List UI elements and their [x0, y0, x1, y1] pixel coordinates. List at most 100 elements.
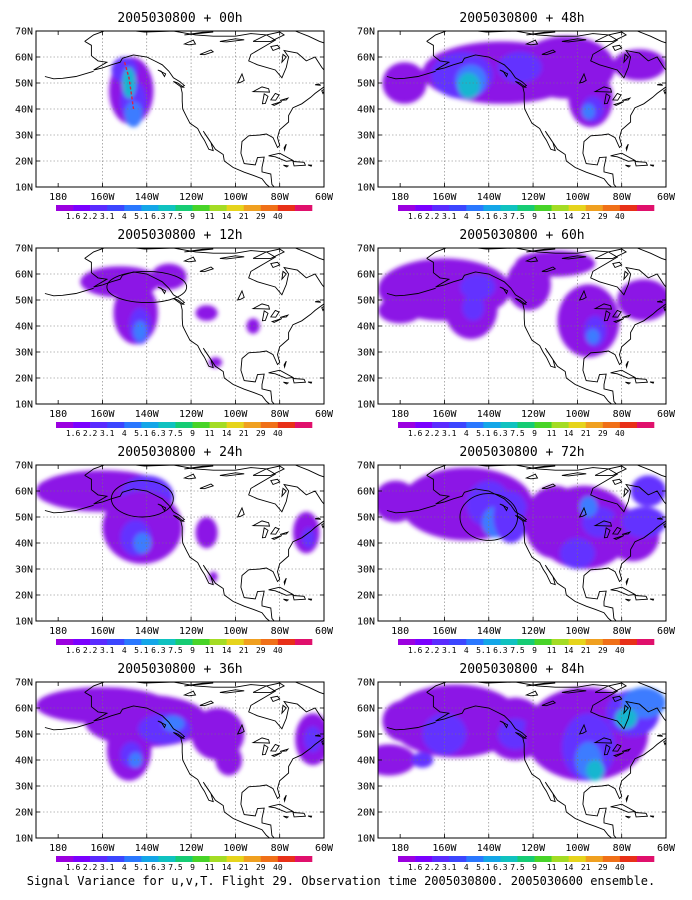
colorbar-label: 4: [464, 212, 469, 221]
island: [634, 161, 649, 167]
island: [499, 69, 509, 78]
island: [612, 44, 623, 52]
signal-blob: [411, 752, 434, 768]
colorbar-label: 40: [615, 646, 625, 655]
colorbar-swatch: [158, 205, 176, 211]
colorbar-label: 7.5: [168, 646, 183, 655]
island: [663, 88, 666, 95]
colorbar-label: 3.1: [442, 863, 457, 872]
colorbar-label: 29: [256, 212, 266, 221]
island: [184, 465, 214, 470]
signal-blob: [122, 67, 136, 99]
colorbar-swatch: [432, 422, 450, 428]
colorbar-swatch: [500, 856, 518, 862]
signal-blob: [422, 713, 467, 755]
island: [173, 297, 186, 305]
lon-tick-label: 180: [391, 626, 409, 637]
lon-tick-label: 60W: [657, 843, 676, 854]
lake: [603, 93, 611, 105]
island: [515, 731, 528, 739]
island: [625, 381, 632, 385]
greenland-coast: [637, 465, 666, 478]
coastline: [386, 682, 666, 838]
colorbar-label: 4: [464, 646, 469, 655]
lon-tick-label: 160W: [432, 192, 457, 203]
island: [281, 53, 287, 64]
signal-blob: [459, 274, 496, 300]
colorbar-label: 29: [256, 863, 266, 872]
island: [219, 472, 245, 477]
colorbar-swatch: [551, 639, 569, 645]
panel-title: 2005030800 + 00h: [117, 11, 242, 26]
lat-tick-label: 20N: [15, 374, 33, 385]
lat-tick-label: 10N: [357, 183, 375, 194]
colorbar-swatch: [107, 422, 125, 428]
signal-blob: [378, 297, 423, 324]
island: [321, 739, 324, 746]
colorbar-label: 5.1: [476, 429, 491, 438]
signal-blob: [195, 305, 218, 321]
colorbar-swatch: [619, 856, 638, 862]
lake: [612, 752, 625, 757]
colorbar-label: 2.2: [425, 863, 440, 872]
colorbar-swatch: [432, 205, 450, 211]
aleutians: [386, 721, 436, 731]
colorbar-swatch: [602, 856, 621, 862]
colorbar-swatch: [568, 205, 587, 211]
lake: [611, 92, 622, 101]
coastline: [44, 465, 324, 621]
colorbar-swatch: [90, 205, 108, 211]
lake: [269, 743, 280, 752]
colorbar-swatch: [90, 639, 108, 645]
colorbar-swatch: [73, 856, 91, 862]
lat-tick-label: 70N: [357, 461, 375, 472]
colorbar-swatch: [192, 205, 210, 211]
lon-tick-label: 120W: [179, 409, 204, 420]
colorbar-swatch: [209, 856, 227, 862]
coastline-west: [426, 475, 613, 621]
lon-tick-label: 100W: [223, 843, 248, 854]
colorbar-label: 2.2: [425, 429, 440, 438]
lat-tick-label: 70N: [357, 27, 375, 38]
lat-tick-label: 30N: [15, 131, 33, 142]
colorbar-label: 4: [122, 212, 127, 221]
island: [157, 69, 167, 78]
colorbar-swatch: [534, 639, 552, 645]
island: [268, 586, 295, 596]
lake: [261, 744, 269, 756]
map-panel: 2005030800 + 60h 10N 20N 30N 40N 50N 60N 70N 180…: [357, 228, 676, 438]
colorbar-label: 2.2: [425, 212, 440, 221]
island: [157, 503, 167, 512]
colorbar-label: 9: [532, 429, 537, 438]
lon-tick-label: 160W: [432, 843, 457, 854]
lake: [199, 483, 215, 490]
island: [623, 487, 629, 498]
signal-field: [36, 470, 320, 582]
signal-blob: [382, 700, 427, 742]
map-panel: 2005030800 + 72h 10N 20N 30N 40N 50N 60N 70N 180…: [357, 445, 676, 655]
lat-tick-label: 50N: [357, 730, 375, 741]
colorbar-label: 11: [547, 863, 557, 872]
lon-tick-label: 100W: [223, 409, 248, 420]
colorbar-swatch: [294, 856, 313, 862]
lake: [578, 723, 587, 735]
lon-tick-label: 160W: [90, 843, 115, 854]
colorbar-label: 9: [190, 646, 195, 655]
colorbar-label: 2.2: [425, 646, 440, 655]
lake: [182, 473, 197, 480]
colorbar-label: 11: [547, 646, 557, 655]
island: [612, 478, 623, 486]
island: [157, 720, 167, 729]
colorbar-label: 14: [564, 429, 574, 438]
lat-tick-label: 70N: [357, 678, 375, 689]
lon-tick-label: 80W: [613, 192, 632, 203]
colorbar-label: 21: [581, 646, 591, 655]
lake: [270, 535, 283, 540]
colorbar-swatch: [192, 639, 210, 645]
island: [157, 286, 167, 295]
lon-tick-label: 60W: [315, 192, 334, 203]
colorbar-swatch: [568, 856, 587, 862]
lat-tick-label: 70N: [15, 678, 33, 689]
lon-tick-label: 60W: [315, 843, 334, 854]
